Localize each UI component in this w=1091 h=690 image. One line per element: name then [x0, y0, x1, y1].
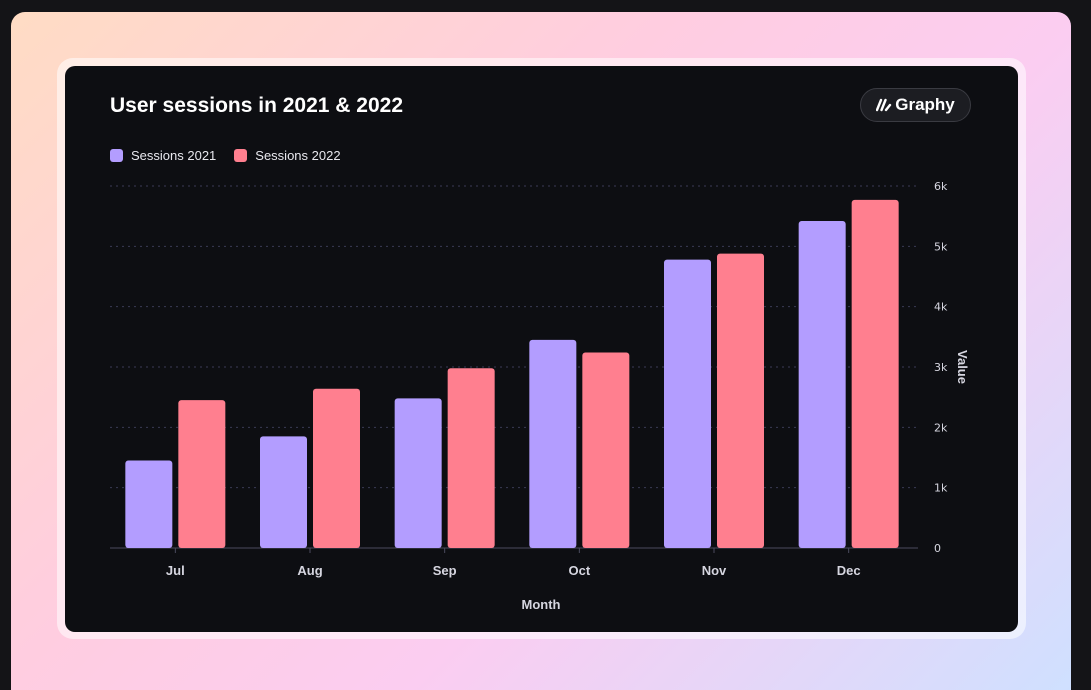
- legend-label-2022: Sessions 2022: [255, 148, 341, 163]
- bar-dec-2022[interactable]: [851, 199, 899, 549]
- bar-aug-2022[interactable]: [313, 388, 360, 548]
- bar-jul-2021[interactable]: [125, 460, 173, 548]
- bar-sep-2022[interactable]: [447, 368, 495, 548]
- x-tick-label: Sep: [433, 563, 457, 578]
- legend-swatch-2022: [234, 149, 248, 162]
- chart-title: User sessions in 2021 & 2022: [110, 94, 404, 117]
- chart-card: User sessions in 2021 & 2022 Graphy Sess…: [65, 66, 1018, 632]
- legend-item-2021[interactable]: Sessions 2021: [110, 148, 216, 163]
- graphy-logo-icon: [876, 98, 892, 112]
- x-axis-title: Month: [522, 597, 561, 612]
- bar-aug-2021[interactable]: [260, 436, 307, 548]
- y-axis-title: Value: [955, 350, 970, 384]
- x-tick-label: Oct: [568, 563, 590, 578]
- y-tick-label: 3k: [934, 361, 948, 374]
- x-tick-label: Dec: [837, 563, 861, 578]
- bar-jul-2022[interactable]: [178, 400, 226, 548]
- graphy-brand-badge[interactable]: Graphy: [860, 88, 971, 122]
- y-tick-label: 5k: [934, 240, 948, 253]
- x-tick-label: Nov: [702, 563, 727, 578]
- x-tick-label: Jul: [166, 563, 185, 578]
- brand-label: Graphy: [895, 95, 955, 114]
- bar-dec-2021[interactable]: [798, 220, 846, 548]
- y-tick-label: 1k: [934, 482, 948, 495]
- x-tick-label: Aug: [297, 563, 322, 578]
- bar-chart: 0 1k 2k 3k 4k 5k 6k Jul Aug Sep Oct Nov Dec Month Valu…: [110, 180, 970, 612]
- legend-label-2021: Sessions 2021: [131, 148, 217, 163]
- y-tick-label: 4k: [934, 301, 948, 314]
- bar-nov-2022[interactable]: [717, 253, 764, 548]
- bar-oct-2022[interactable]: [582, 352, 630, 548]
- bar-nov-2021[interactable]: [664, 259, 711, 548]
- chart-legend: Sessions 2021 Sessions 2022: [110, 148, 341, 163]
- legend-item-2022[interactable]: Sessions 2022: [234, 148, 341, 163]
- legend-swatch-2021: [110, 149, 123, 162]
- bar-oct-2021[interactable]: [529, 339, 577, 548]
- y-tick-label: 0: [934, 542, 941, 555]
- y-tick-label: 6k: [934, 180, 948, 193]
- y-tick-label: 2k: [934, 421, 948, 434]
- bar-sep-2021[interactable]: [394, 398, 442, 548]
